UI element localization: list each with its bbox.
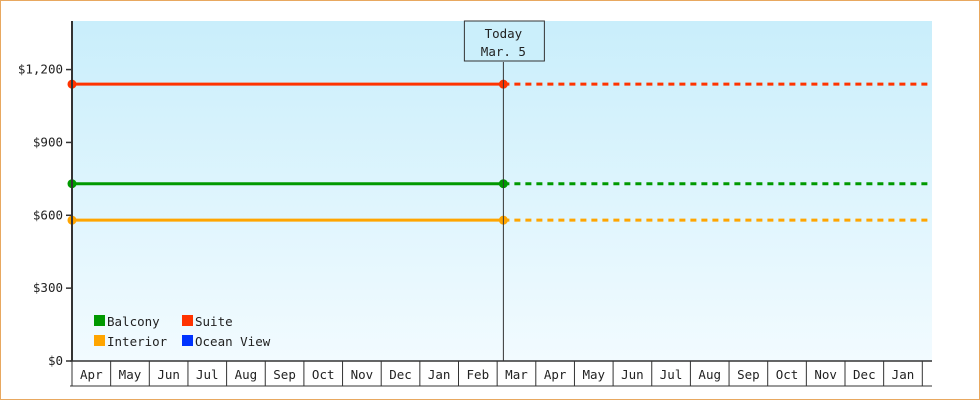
today-label: Today — [485, 26, 523, 41]
x-tick-label: Jun — [621, 367, 644, 382]
x-tick-label: Aug — [235, 367, 258, 382]
legend-label-balcony: Balcony — [107, 314, 160, 329]
legend-label-suite: Suite — [195, 314, 233, 329]
y-tick-label: $0 — [48, 353, 63, 368]
x-tick-label: Sep — [273, 367, 296, 382]
x-tick-label: Oct — [776, 367, 799, 382]
x-tick-label: Mar — [505, 367, 528, 382]
x-tick-label: May — [119, 367, 142, 382]
y-tick-label: $900 — [33, 134, 63, 149]
x-tick-label: Jan — [428, 367, 451, 382]
legend-swatch-ocean-view — [182, 335, 193, 346]
x-tick-label: Oct — [312, 367, 335, 382]
x-tick-label: Jul — [196, 367, 219, 382]
y-tick-label: $1,200 — [18, 62, 63, 77]
legend-label-interior: Interior — [107, 334, 168, 349]
x-tick-label: Apr — [544, 367, 567, 382]
x-tick-label: Jan — [892, 367, 915, 382]
x-tick-label: Aug — [698, 367, 721, 382]
y-tick-label: $300 — [33, 280, 63, 295]
legend-swatch-suite — [182, 315, 193, 326]
x-tick-label: May — [582, 367, 605, 382]
y-tick-label: $600 — [33, 207, 63, 222]
legend-swatch-balcony — [94, 315, 105, 326]
x-tick-label: Jul — [660, 367, 683, 382]
x-tick-label: Apr — [80, 367, 103, 382]
x-tick-label: Jun — [157, 367, 180, 382]
x-tick-label: Dec — [853, 367, 876, 382]
today-label-box — [463, 20, 545, 62]
x-tick-label: Nov — [351, 367, 374, 382]
x-tick-label: Nov — [814, 367, 837, 382]
x-tick-label: Dec — [389, 367, 412, 382]
x-tick-label: Sep — [737, 367, 760, 382]
legend-swatch-interior — [94, 335, 105, 346]
today-date: Mar. 5 — [481, 44, 526, 59]
x-tick-label: Feb — [467, 367, 490, 382]
plot-area — [72, 21, 932, 361]
legend-label-ocean-view: Ocean View — [195, 334, 271, 349]
